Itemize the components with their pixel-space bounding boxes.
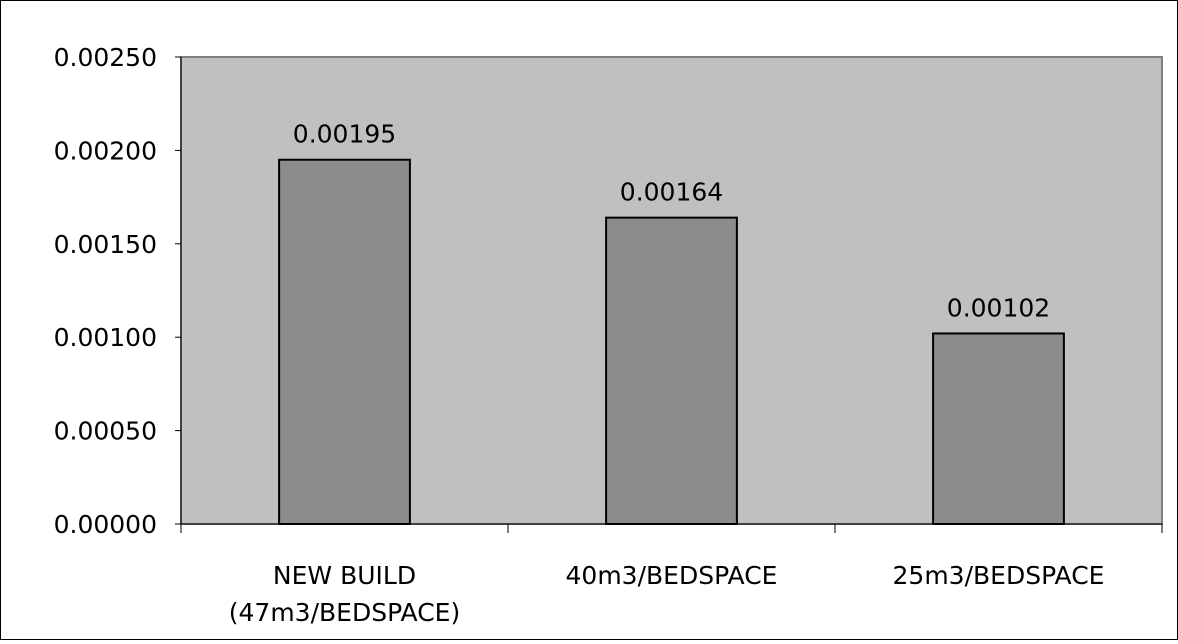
x-tick-label: (47m3/BEDSPACE)	[229, 598, 460, 627]
x-tick-label: NEW BUILD	[273, 561, 416, 590]
data-label: 0.00164	[620, 178, 723, 207]
data-labels: 0.00195 0.00164 0.00102	[293, 120, 1050, 323]
data-label: 0.00195	[293, 120, 396, 149]
y-tick-label: 0.00100	[54, 323, 157, 352]
y-tick-label: 0.00250	[54, 43, 157, 72]
y-tick-label: 0.00200	[54, 136, 157, 165]
bars	[278, 158, 1065, 526]
y-tick-label: 0.00050	[54, 417, 157, 446]
bar	[278, 158, 411, 526]
y-tick-label: 0.00150	[54, 230, 157, 259]
bar	[605, 216, 738, 525]
x-tick-label: 25m3/BEDSPACE	[893, 561, 1105, 590]
x-tick-label: 40m3/BEDSPACE	[566, 561, 778, 590]
y-axis: 0.00000 0.00050 0.00100 0.00150 0.00200 0.002…	[54, 43, 182, 539]
data-label: 0.00102	[947, 293, 1050, 322]
y-tick-label: 0.00000	[54, 510, 157, 539]
bar	[932, 332, 1065, 525]
x-axis: NEW BUILD (47m3/BEDSPACE) 40m3/BEDSPACE 25m…	[180, 523, 1163, 627]
